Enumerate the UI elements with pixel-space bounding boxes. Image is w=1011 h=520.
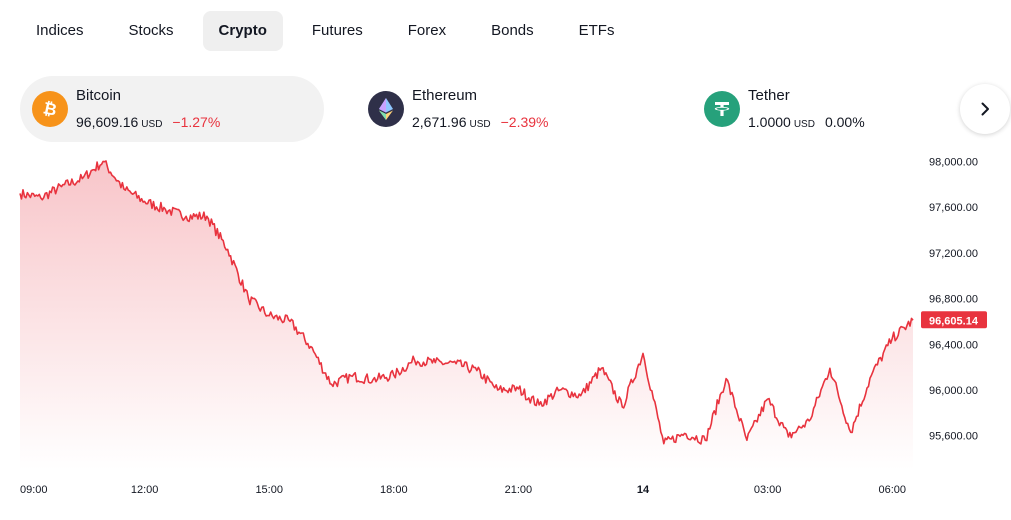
x-tick-label: 18:00 <box>380 484 408 496</box>
tab-indices[interactable]: Indices <box>36 22 84 39</box>
card-price: 1.0000 <box>748 114 791 130</box>
card-quote: 96,609.16 USD −1.27% <box>76 114 220 130</box>
card-ethereum[interactable]: Ethereum 2,671.96 USD −2.39% <box>356 76 660 142</box>
y-tick-label: 95,600.00 <box>929 431 978 443</box>
ethereum-glyph <box>379 98 393 120</box>
price-line <box>19 160 914 445</box>
x-tick-label: 21:00 <box>505 484 533 496</box>
card-price: 96,609.16 <box>76 114 139 130</box>
last-price-tag <box>921 311 987 329</box>
card-name: Ethereum <box>412 87 478 104</box>
card-currency: USD <box>793 119 815 130</box>
tether-icon <box>704 91 740 127</box>
svg-text:₿: ₿ <box>41 98 58 119</box>
card-quote: 2,671.96 USD −2.39% <box>412 114 549 130</box>
card-currency: USD <box>141 119 163 130</box>
tether-glyph <box>714 102 730 116</box>
crypto-cards: ₿ Bitcoin 96,609.16 USD −1.27% Ethereum 2,… <box>20 76 1011 142</box>
y-tick-label: 97,600.00 <box>929 202 978 214</box>
card-change: −1.27% <box>172 114 221 130</box>
card-bitcoin[interactable]: ₿ Bitcoin 96,609.16 USD −1.27% <box>20 76 324 142</box>
next-cards-button[interactable] <box>960 84 1010 134</box>
x-tick-label: 03:00 <box>754 484 782 496</box>
tab-forex[interactable]: Forex <box>407 22 447 39</box>
card-name: Tether <box>748 87 790 104</box>
tab-etfs[interactable]: ETFs <box>578 22 615 39</box>
tab-futures[interactable]: Futures <box>311 22 363 39</box>
tab-crypto[interactable]: Crypto <box>202 11 283 51</box>
y-tick-label: 97,200.00 <box>929 248 978 260</box>
market-tabs: Indices Stocks Crypto Futures Forex Bond… <box>20 11 643 51</box>
card-change: 0.00% <box>824 114 865 130</box>
ethereum-icon <box>368 91 404 127</box>
bitcoin-glyph: ₿ <box>41 98 58 119</box>
y-tick-label: 96,800.00 <box>929 294 978 306</box>
x-tick-label: 06:00 <box>878 484 906 496</box>
tab-stocks[interactable]: Stocks <box>128 22 174 39</box>
card-price: 2,671.96 <box>412 114 467 130</box>
x-tick-label: 15:00 <box>255 484 283 496</box>
card-name: Bitcoin <box>76 87 122 104</box>
last-price-label: 96,605.14 <box>929 315 979 327</box>
card-quote: 1.0000 USD 0.00% <box>748 114 865 130</box>
y-tick-label: 96,000.00 <box>929 385 978 397</box>
card-currency: USD <box>469 119 491 130</box>
card-tether[interactable]: Tether 1.0000 USD 0.00% <box>692 76 996 142</box>
y-tick-label: 96,400.00 <box>929 339 978 351</box>
tab-bonds[interactable]: Bonds <box>491 22 534 39</box>
price-area-fill <box>20 161 913 470</box>
x-tick-label: 09:00 <box>20 484 48 496</box>
x-tick-label: 14 <box>637 484 650 496</box>
card-change: −2.39% <box>500 114 549 130</box>
y-tick-label: 98,000.00 <box>929 156 978 168</box>
bitcoin-icon: ₿ <box>32 91 68 127</box>
x-tick-label: 12:00 <box>131 484 159 496</box>
chevron-right-icon <box>981 102 989 116</box>
